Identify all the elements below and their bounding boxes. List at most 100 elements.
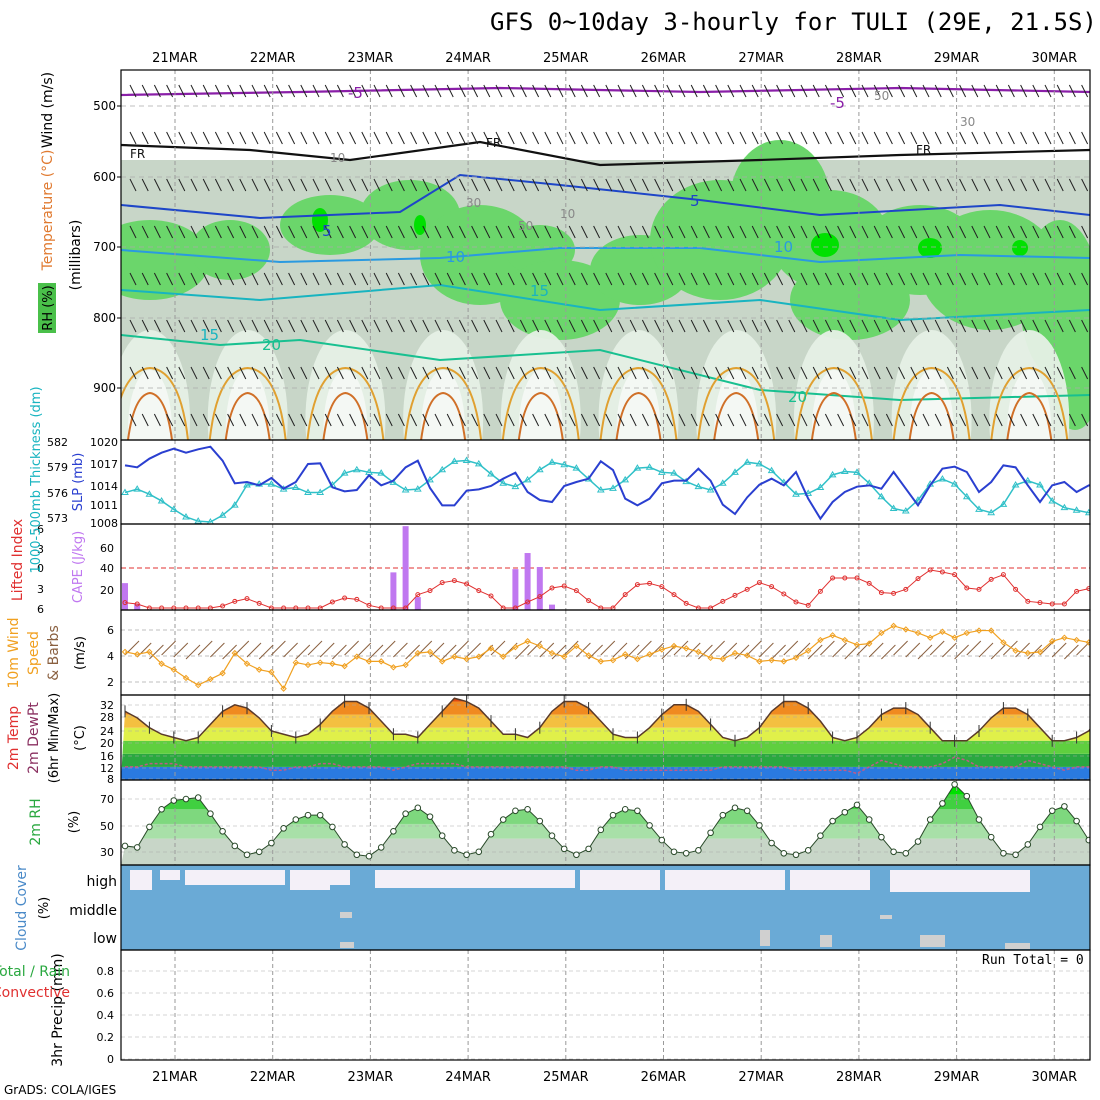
wind-barb	[239, 319, 247, 333]
cloud-low-gap	[340, 912, 352, 918]
wind-barb	[214, 178, 222, 192]
thickness-point	[987, 508, 996, 516]
wind-speed-point	[158, 660, 165, 667]
wind-barb	[727, 225, 735, 239]
wind-barb	[434, 272, 442, 286]
wind-barb	[483, 131, 491, 145]
temp-lines	[124, 695, 1090, 775]
wind-barb	[946, 84, 954, 98]
rh-very-moist	[918, 238, 942, 258]
wind-speed-point	[1048, 638, 1056, 645]
wind-barb	[568, 366, 576, 380]
date-label-bottom: 29MAR	[934, 1070, 980, 1085]
wind-barb	[300, 178, 308, 192]
cloud-high-gap	[665, 870, 785, 890]
wind-barb	[727, 272, 735, 286]
wind-barb	[824, 178, 832, 192]
li-point	[561, 583, 567, 589]
date-label-bottom: 30MAR	[1031, 1070, 1077, 1085]
wind-barb	[885, 319, 893, 333]
wind-barb	[1081, 366, 1089, 380]
wind-barb	[1020, 84, 1028, 98]
wind-barb	[568, 131, 576, 145]
wind-barb	[1032, 225, 1040, 239]
wind-barb	[495, 225, 503, 239]
wind-barb	[812, 366, 820, 380]
wind-barb	[727, 319, 735, 333]
li-tick: 3	[37, 583, 44, 596]
wind-barb	[593, 319, 601, 333]
wind-barb	[861, 131, 869, 145]
wind-barb	[129, 413, 137, 427]
wind-barb	[849, 272, 857, 286]
wind-barb	[1056, 366, 1064, 380]
rh-point	[341, 841, 348, 848]
wind-barb-10m	[942, 642, 957, 658]
dewpoint-line	[125, 756, 1090, 775]
wind-barb	[446, 131, 454, 145]
li-point	[512, 605, 518, 610]
isotherm-arch	[794, 366, 873, 440]
wind-barb	[263, 272, 271, 286]
wind-barb	[495, 272, 503, 286]
wind-barb	[410, 84, 418, 98]
li-point	[720, 598, 726, 604]
wind-barb	[910, 319, 918, 333]
rh-point	[487, 830, 495, 838]
wind-barb	[153, 272, 161, 286]
wind-barb	[824, 84, 832, 98]
wind-speed-point	[1036, 648, 1044, 656]
wind-barb	[410, 131, 418, 145]
cape-bar	[402, 526, 409, 610]
wind-barb	[1044, 272, 1052, 286]
wind-barb	[580, 225, 588, 239]
wind-barb	[434, 84, 442, 98]
wind-barb	[214, 319, 222, 333]
thickness-point	[548, 458, 556, 465]
wind-speed-point	[268, 668, 275, 676]
wind-barb	[751, 84, 759, 98]
wind-tick: 6	[107, 624, 114, 637]
wind-barb	[153, 178, 161, 192]
wind-barb	[812, 84, 820, 98]
li-point	[1013, 586, 1019, 592]
wind-barb	[178, 272, 186, 286]
wind-barb	[446, 366, 454, 380]
panel-frame-precip	[120, 949, 1091, 1061]
wind-barb-10m	[258, 644, 274, 660]
wind-speed-point	[146, 648, 153, 656]
wind-barb-10m	[1076, 640, 1090, 656]
wind-barb	[1094, 85, 1100, 97]
wind-speed-point	[987, 627, 995, 634]
wind-barb	[336, 178, 344, 192]
wind-barb	[288, 272, 296, 286]
wind-barb	[556, 319, 564, 333]
date-label-top: 24MAR	[445, 51, 491, 66]
isotherm-arch	[121, 366, 189, 440]
wind-barb	[568, 319, 576, 333]
wind-barb	[824, 319, 832, 333]
wind-barb	[837, 178, 845, 192]
cape-bar	[524, 553, 531, 610]
thickness-point	[218, 511, 227, 518]
wind-barb	[776, 319, 784, 333]
li-point	[464, 581, 470, 587]
wind-speed-point	[963, 629, 971, 637]
wind-barb	[1094, 179, 1100, 191]
li-point	[756, 580, 762, 586]
li-point	[329, 599, 335, 605]
cape-bar	[134, 603, 141, 610]
wind-speed-point	[512, 643, 519, 651]
wind-speed-point	[756, 658, 763, 665]
wind-barb	[153, 84, 161, 98]
wind-barb	[178, 413, 186, 427]
wind-speed-point	[768, 656, 775, 664]
li-point	[744, 586, 750, 592]
wind-barb	[422, 366, 430, 380]
rh-dry-core	[616, 370, 661, 440]
wind-barb	[824, 225, 832, 239]
wind-barb	[678, 366, 686, 380]
temp-tick: 28	[100, 711, 114, 724]
isotherm-arch	[599, 366, 678, 440]
wind-barb-10m	[734, 644, 750, 660]
